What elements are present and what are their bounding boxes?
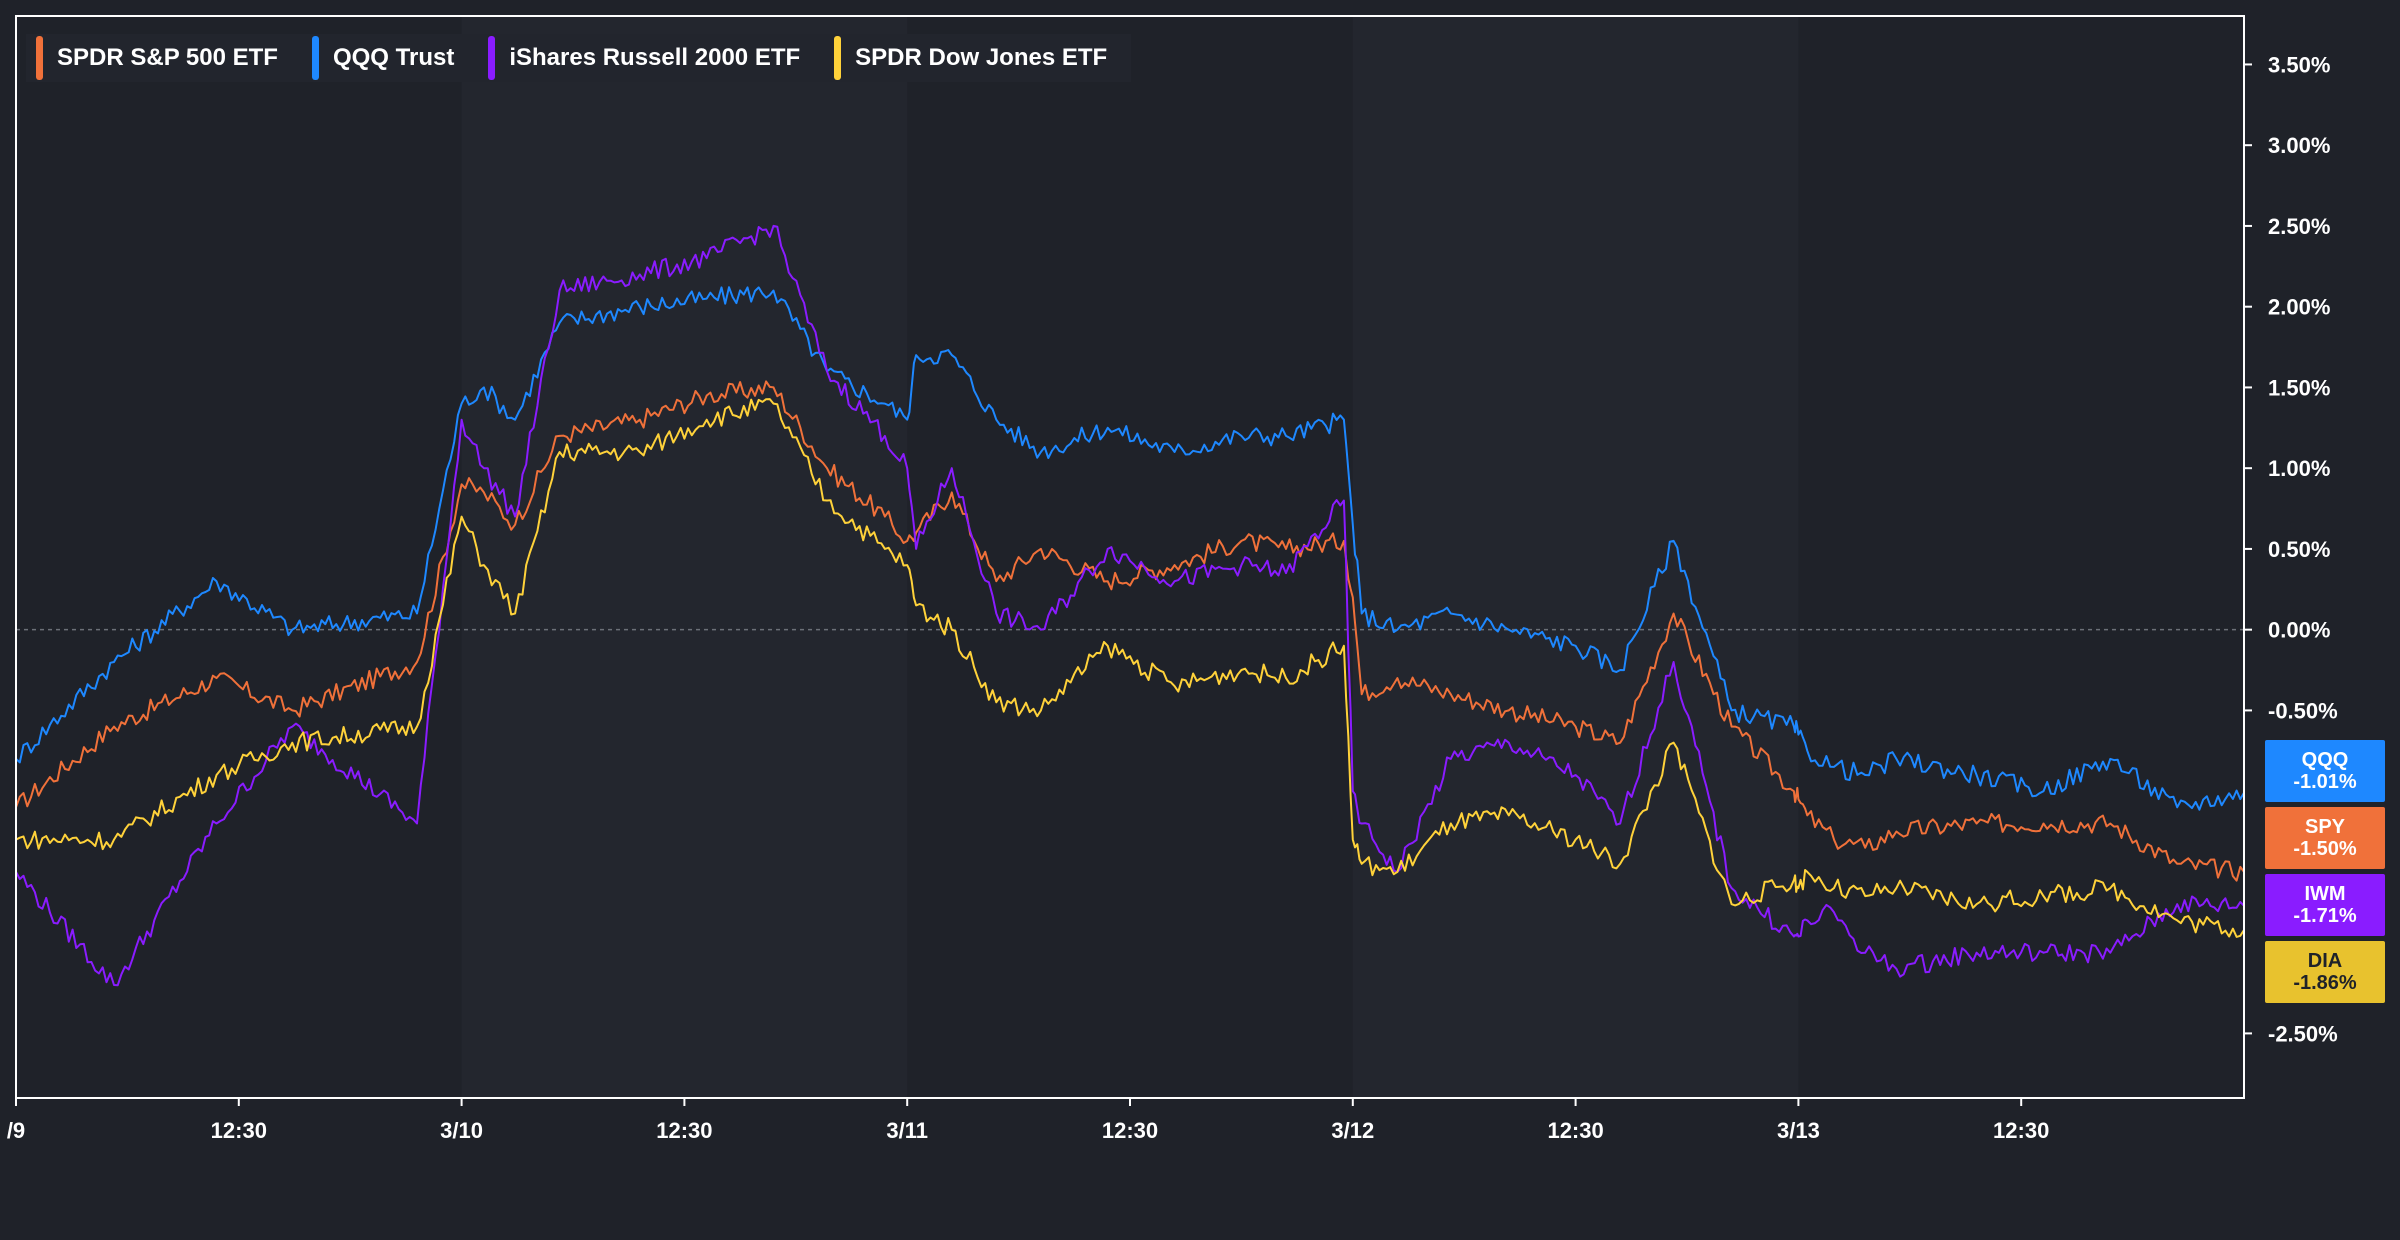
y-tick-label: 0.00%	[2268, 618, 2330, 643]
badge-ticker-qqq: QQQ	[2301, 749, 2349, 771]
y-tick-label: 1.00%	[2268, 456, 2330, 481]
badge-ticker-iwm: IWM	[2304, 883, 2346, 905]
day-bands	[461, 16, 1799, 1098]
legend-swatch-iwm	[488, 36, 496, 80]
legend-item-qqq[interactable]: QQQ Trust	[302, 34, 478, 82]
series-line-1	[15, 380, 2245, 882]
price-badge-spy: SPY -1.50%	[2265, 807, 2385, 869]
badge-value-qqq: -1.01%	[2293, 771, 2357, 793]
x-axis: /9 12:30 3/10 12:30 3/11 12:30 3/12 12:30 3/13 12…	[7, 1098, 2049, 1143]
y-tick-label: 1.50%	[2268, 375, 2330, 400]
legend-label-dia: SPDR Dow Jones ETF	[855, 44, 1108, 71]
x-tick-label: 12:30	[656, 1118, 712, 1143]
price-badge-dia: DIA -1.86%	[2265, 941, 2385, 1003]
y-tick-label: 2.00%	[2268, 295, 2330, 320]
y-axis: 3.50% 3.00% 2.50% 2.00% 1.50% 1.00% 0.50% 0.00%…	[2244, 52, 2338, 1046]
badge-value-iwm: -1.71%	[2293, 905, 2357, 927]
day-band-2	[1352, 16, 1799, 1098]
y-tick-label: 3.00%	[2268, 133, 2330, 158]
legend-item-iwm[interactable]: iShares Russell 2000 ETF	[478, 34, 824, 82]
x-tick-label: 12:30	[211, 1118, 267, 1143]
series-line-2	[15, 286, 2245, 811]
day-band-1	[461, 16, 908, 1098]
legend-swatch-dia	[834, 36, 842, 80]
x-tick-label: 12:30	[1993, 1118, 2049, 1143]
badge-value-spy: -1.50%	[2293, 838, 2357, 860]
x-tick-label: /9	[7, 1118, 25, 1143]
x-tick-label: 12:30	[1547, 1118, 1603, 1143]
legend-swatch-qqq	[311, 36, 319, 80]
badge-value-dia: -1.86%	[2293, 972, 2357, 994]
y-tick-label: 0.50%	[2268, 537, 2330, 562]
badge-ticker-dia: DIA	[2307, 950, 2343, 972]
legend-label-spy: SPDR S&P 500 ETF	[57, 44, 278, 71]
y-tick-label: 3.50%	[2268, 52, 2330, 77]
y-tick-label: -0.50%	[2268, 698, 2338, 723]
legend-item-dia[interactable]: SPDR Dow Jones ETF	[824, 34, 1131, 82]
y-tick-label: 2.50%	[2268, 214, 2330, 239]
y-tick-label: -2.50%	[2268, 1021, 2338, 1046]
series-group	[15, 224, 2245, 987]
price-badge-iwm: IWM -1.71%	[2265, 874, 2385, 936]
legend-item-spy[interactable]: SPDR S&P 500 ETF	[26, 34, 302, 82]
legend-label-iwm: iShares Russell 2000 ETF	[509, 44, 801, 71]
legend-label-qqq: QQQ Trust	[332, 44, 455, 71]
x-tick-label: 3/11	[886, 1118, 928, 1143]
price-badge-qqq: QQQ -1.01%	[2265, 740, 2385, 802]
chart-legend: SPDR S&P 500 ETF QQQ Trust iShares Russe…	[26, 34, 1132, 82]
x-tick-label: 3/12	[1331, 1118, 1374, 1143]
legend-swatch-spy	[36, 36, 43, 80]
series-line-4	[15, 398, 2245, 938]
x-tick-label: 3/10	[440, 1118, 483, 1143]
series-line-3	[15, 224, 2245, 987]
plot-background	[16, 16, 2244, 1098]
x-tick-label: 3/13	[1777, 1118, 1820, 1143]
badge-ticker-spy: SPY	[2304, 816, 2346, 838]
x-tick-label: 12:30	[1102, 1118, 1158, 1143]
